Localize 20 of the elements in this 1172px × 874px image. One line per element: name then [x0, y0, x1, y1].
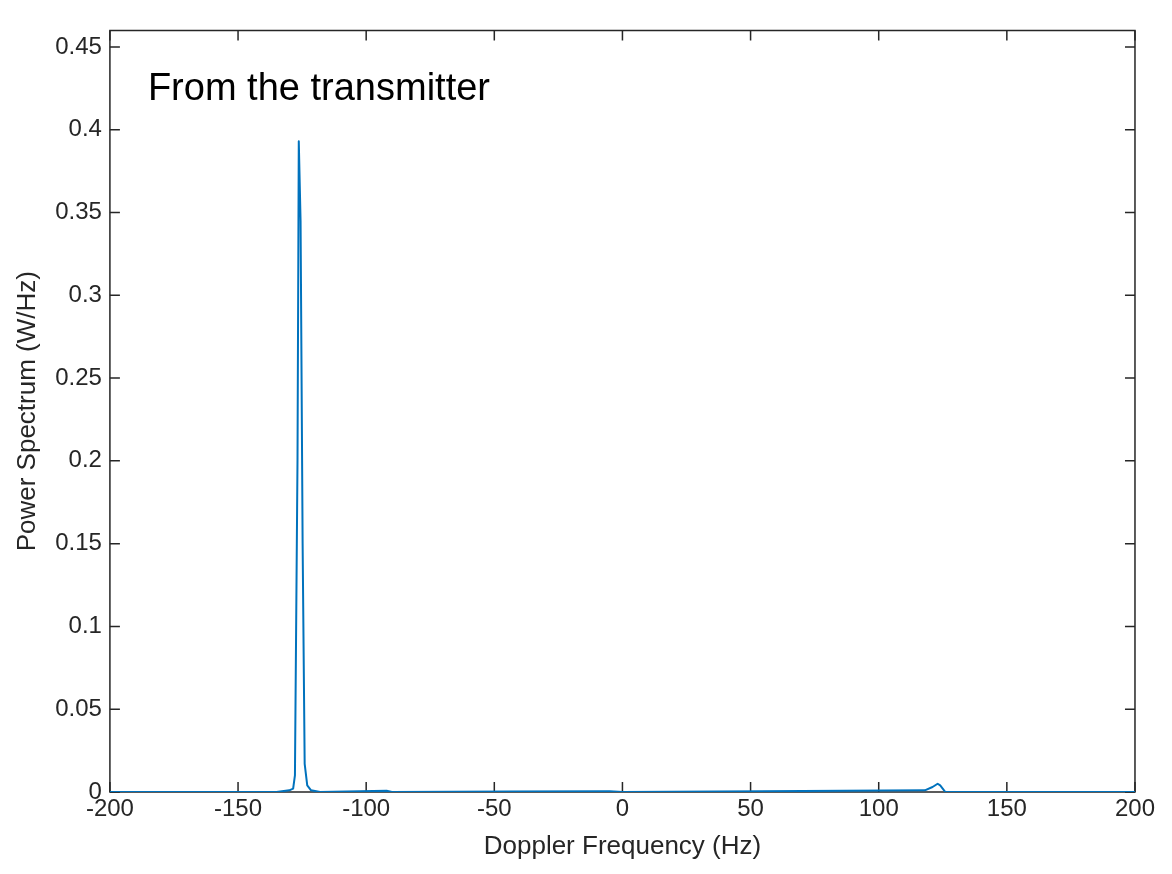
y-tick-label: 0.4	[68, 114, 102, 142]
y-tick-label: 0.35	[55, 197, 102, 225]
y-tick-label: 0.2	[68, 445, 102, 473]
x-tick-label: 50	[737, 794, 764, 822]
x-tick-label: -100	[342, 794, 391, 822]
x-tick-label: 100	[858, 794, 899, 822]
y-tick-label: 0.3	[68, 279, 102, 307]
y-tick-label: 0.1	[68, 611, 102, 639]
y-tick-label: 0.05	[55, 693, 102, 721]
x-tick-label: -150	[214, 794, 263, 822]
x-tick-label: 200	[1114, 794, 1155, 822]
y-axis-title: Power Spectrum (W/Hz)	[10, 271, 41, 552]
x-tick-label: -50	[476, 794, 512, 822]
y-tick-label: 0.15	[55, 528, 102, 556]
y-tick-label: 0.45	[55, 31, 102, 59]
annotation: From the transmitter	[147, 65, 491, 108]
y-tick-label: 0.25	[55, 362, 102, 390]
x-tick-label: 0	[615, 794, 630, 822]
x-tick-label: 150	[986, 794, 1027, 822]
x-axis-title: Doppler Frequency (Hz)	[483, 829, 762, 860]
